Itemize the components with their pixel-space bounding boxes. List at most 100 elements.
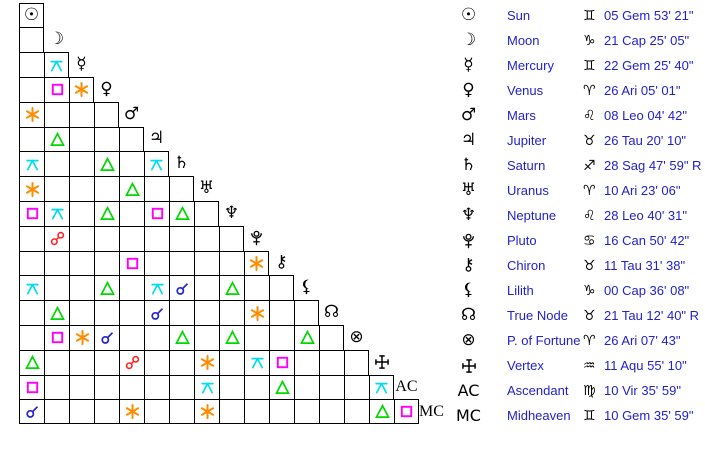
aspect-cell-lilith-moon <box>44 275 69 301</box>
aspect-cell-midheaven-chiron <box>269 399 294 425</box>
saturn-glyph-icon: ♄ <box>460 155 477 175</box>
planet-name: Pluto <box>507 233 537 248</box>
pluto-glyph-icon <box>430 233 507 249</box>
aspect-cell-midheaven-neptune <box>219 399 244 425</box>
jupiter-glyph-icon: ♃ <box>148 128 165 149</box>
aspect-cell-p-of-fortune-moon <box>44 325 69 350</box>
aspect-cell-ascendant-sun <box>19 374 44 400</box>
grid-row-venus: ♀ <box>19 77 119 102</box>
sextile-icon <box>125 404 139 420</box>
trine-icon <box>224 330 240 345</box>
aspect-cell-chiron-mars <box>119 250 144 276</box>
sign-glyph-icon: ♉ <box>583 257 596 274</box>
aspect-cell-p-of-fortune-uranus <box>194 325 219 350</box>
aspect-cell-true-node-pluto <box>244 300 269 325</box>
aspect-cell-pluto-mars <box>119 225 144 251</box>
sextile-icon <box>249 255 264 271</box>
aspect-cell-p-of-fortune-saturn <box>169 325 194 350</box>
table-row-jupiter: ♃ Jupiter ♉ 26 Tau 20' 10" <box>430 128 701 153</box>
table-row-vertex: Vertex ♒ 11 Aqu 55' 10" <box>430 353 701 378</box>
sextile-icon <box>200 404 214 420</box>
planet-name: Midheaven <box>507 408 571 423</box>
sextile-icon <box>250 305 264 321</box>
venus-glyph-icon: ♀ <box>100 78 113 99</box>
planet-position: 28 Leo 40' 31" <box>604 208 688 223</box>
conjunction-icon <box>25 406 38 419</box>
trine-icon <box>99 206 115 221</box>
midheaven-glyph-icon: MC <box>419 402 444 420</box>
conjunction-icon <box>175 282 188 295</box>
aspect-cell-jupiter-mars <box>119 126 144 152</box>
sun-glyph-icon: ☉ <box>460 5 477 25</box>
sign-glyph-icon: ♌ <box>583 107 596 124</box>
planet-position: 11 Aqu 55' 10" <box>604 358 687 373</box>
trine-icon <box>49 131 65 146</box>
table-row-moon: ☽ Moon ♑ 21 Cap 25' 05" <box>430 28 701 53</box>
sign-glyph-icon: ♑ <box>583 32 596 49</box>
quincunx-icon <box>150 283 164 295</box>
sign-glyph-icon: ♉ <box>583 132 596 149</box>
planet-position: 28 Sag 47' 59" R <box>604 158 702 173</box>
grid-row-neptune: ♆ <box>19 201 244 226</box>
trine-icon <box>174 330 190 345</box>
aspect-cell-chiron-venus <box>94 250 119 276</box>
planet-position: 10 Vir 35' 59" <box>604 383 681 398</box>
aspect-cell-midheaven-vertex <box>369 399 394 425</box>
aspect-cell-true-node-neptune <box>219 300 244 325</box>
aspect-cell-saturn-mars <box>119 151 144 177</box>
aspect-cell-ascendant-p-of-fortune <box>344 374 369 400</box>
aspect-cell-chiron-mercury <box>69 250 94 276</box>
aspect-cell-midheaven-ascendant <box>394 399 419 425</box>
planet-position: 08 Leo 04' 42" <box>604 108 688 123</box>
table-row-pluto: Pluto ♋ 16 Can 50' 42" <box>430 228 701 253</box>
aspect-cell-vertex-true-node <box>319 349 344 375</box>
table-row-saturn: ♄ Saturn ♐ 28 Sag 47' 59" R <box>430 153 702 178</box>
aspect-cell-p-of-fortune-neptune <box>219 325 244 350</box>
true-node-glyph-icon: ☊ <box>460 305 477 325</box>
trine-icon <box>224 280 240 295</box>
ascendant-glyph-icon: AC <box>457 380 480 400</box>
pluto-glyph-icon <box>251 230 262 246</box>
aspect-cell-jupiter-moon <box>44 126 69 152</box>
grid-row-mercury: ☿ <box>19 52 94 77</box>
aspect-cell-true-node-chiron <box>269 300 294 325</box>
aspect-cell-true-node-uranus <box>194 300 219 325</box>
conjunction-icon <box>150 307 163 320</box>
square-icon <box>276 357 288 369</box>
square-icon <box>400 406 413 418</box>
sign-glyph-icon: ♍ <box>583 382 596 399</box>
aspect-cell-ascendant-jupiter <box>144 374 169 400</box>
aspect-cell-midheaven-mars <box>119 399 144 425</box>
aspect-cell-p-of-fortune-pluto <box>244 325 269 350</box>
quincunx-icon <box>200 382 214 394</box>
neptune-glyph-icon: ♆ <box>223 202 240 223</box>
aspect-cell-lilith-mercury <box>69 275 94 301</box>
trine-icon <box>124 181 140 196</box>
planet-position: 16 Can 50' 42" <box>604 233 690 248</box>
sun-glyph-icon: ☉ <box>19 2 44 28</box>
quincunx-icon <box>250 357 264 369</box>
planet-name: Saturn <box>507 158 546 173</box>
aspect-cell-pluto-uranus <box>194 225 219 251</box>
grid-row-pluto <box>19 225 269 251</box>
aspect-cell-lilith-mars <box>119 275 144 301</box>
sign-glyph-icon: ♊ <box>583 407 596 424</box>
planet-name: P. of Fortune <box>507 333 581 348</box>
trine-icon <box>274 379 290 394</box>
aspect-cell-ascendant-vertex <box>369 374 394 400</box>
planet-position: 21 Tau 12' 40" R <box>604 308 700 323</box>
aspect-cell-neptune-mars <box>119 201 144 226</box>
p-of-fortune-glyph-icon: ⊗ <box>461 330 476 350</box>
grid-row-midheaven: MC <box>19 399 444 425</box>
trine-icon <box>99 156 115 171</box>
aspect-cell-vertex-lilith <box>294 349 319 375</box>
aspect-cell-lilith-chiron <box>269 275 294 301</box>
aspect-cell-true-node-mercury <box>69 300 94 325</box>
lilith-glyph-icon: ⚸ <box>462 280 475 300</box>
aspect-cell-vertex-sun <box>19 349 44 375</box>
grid-row-lilith: ⚸ <box>19 275 319 301</box>
saturn-glyph-icon: ♄ <box>173 153 190 174</box>
grid-row-uranus: ♅ <box>19 176 219 201</box>
aspect-cell-chiron-uranus <box>194 250 219 276</box>
